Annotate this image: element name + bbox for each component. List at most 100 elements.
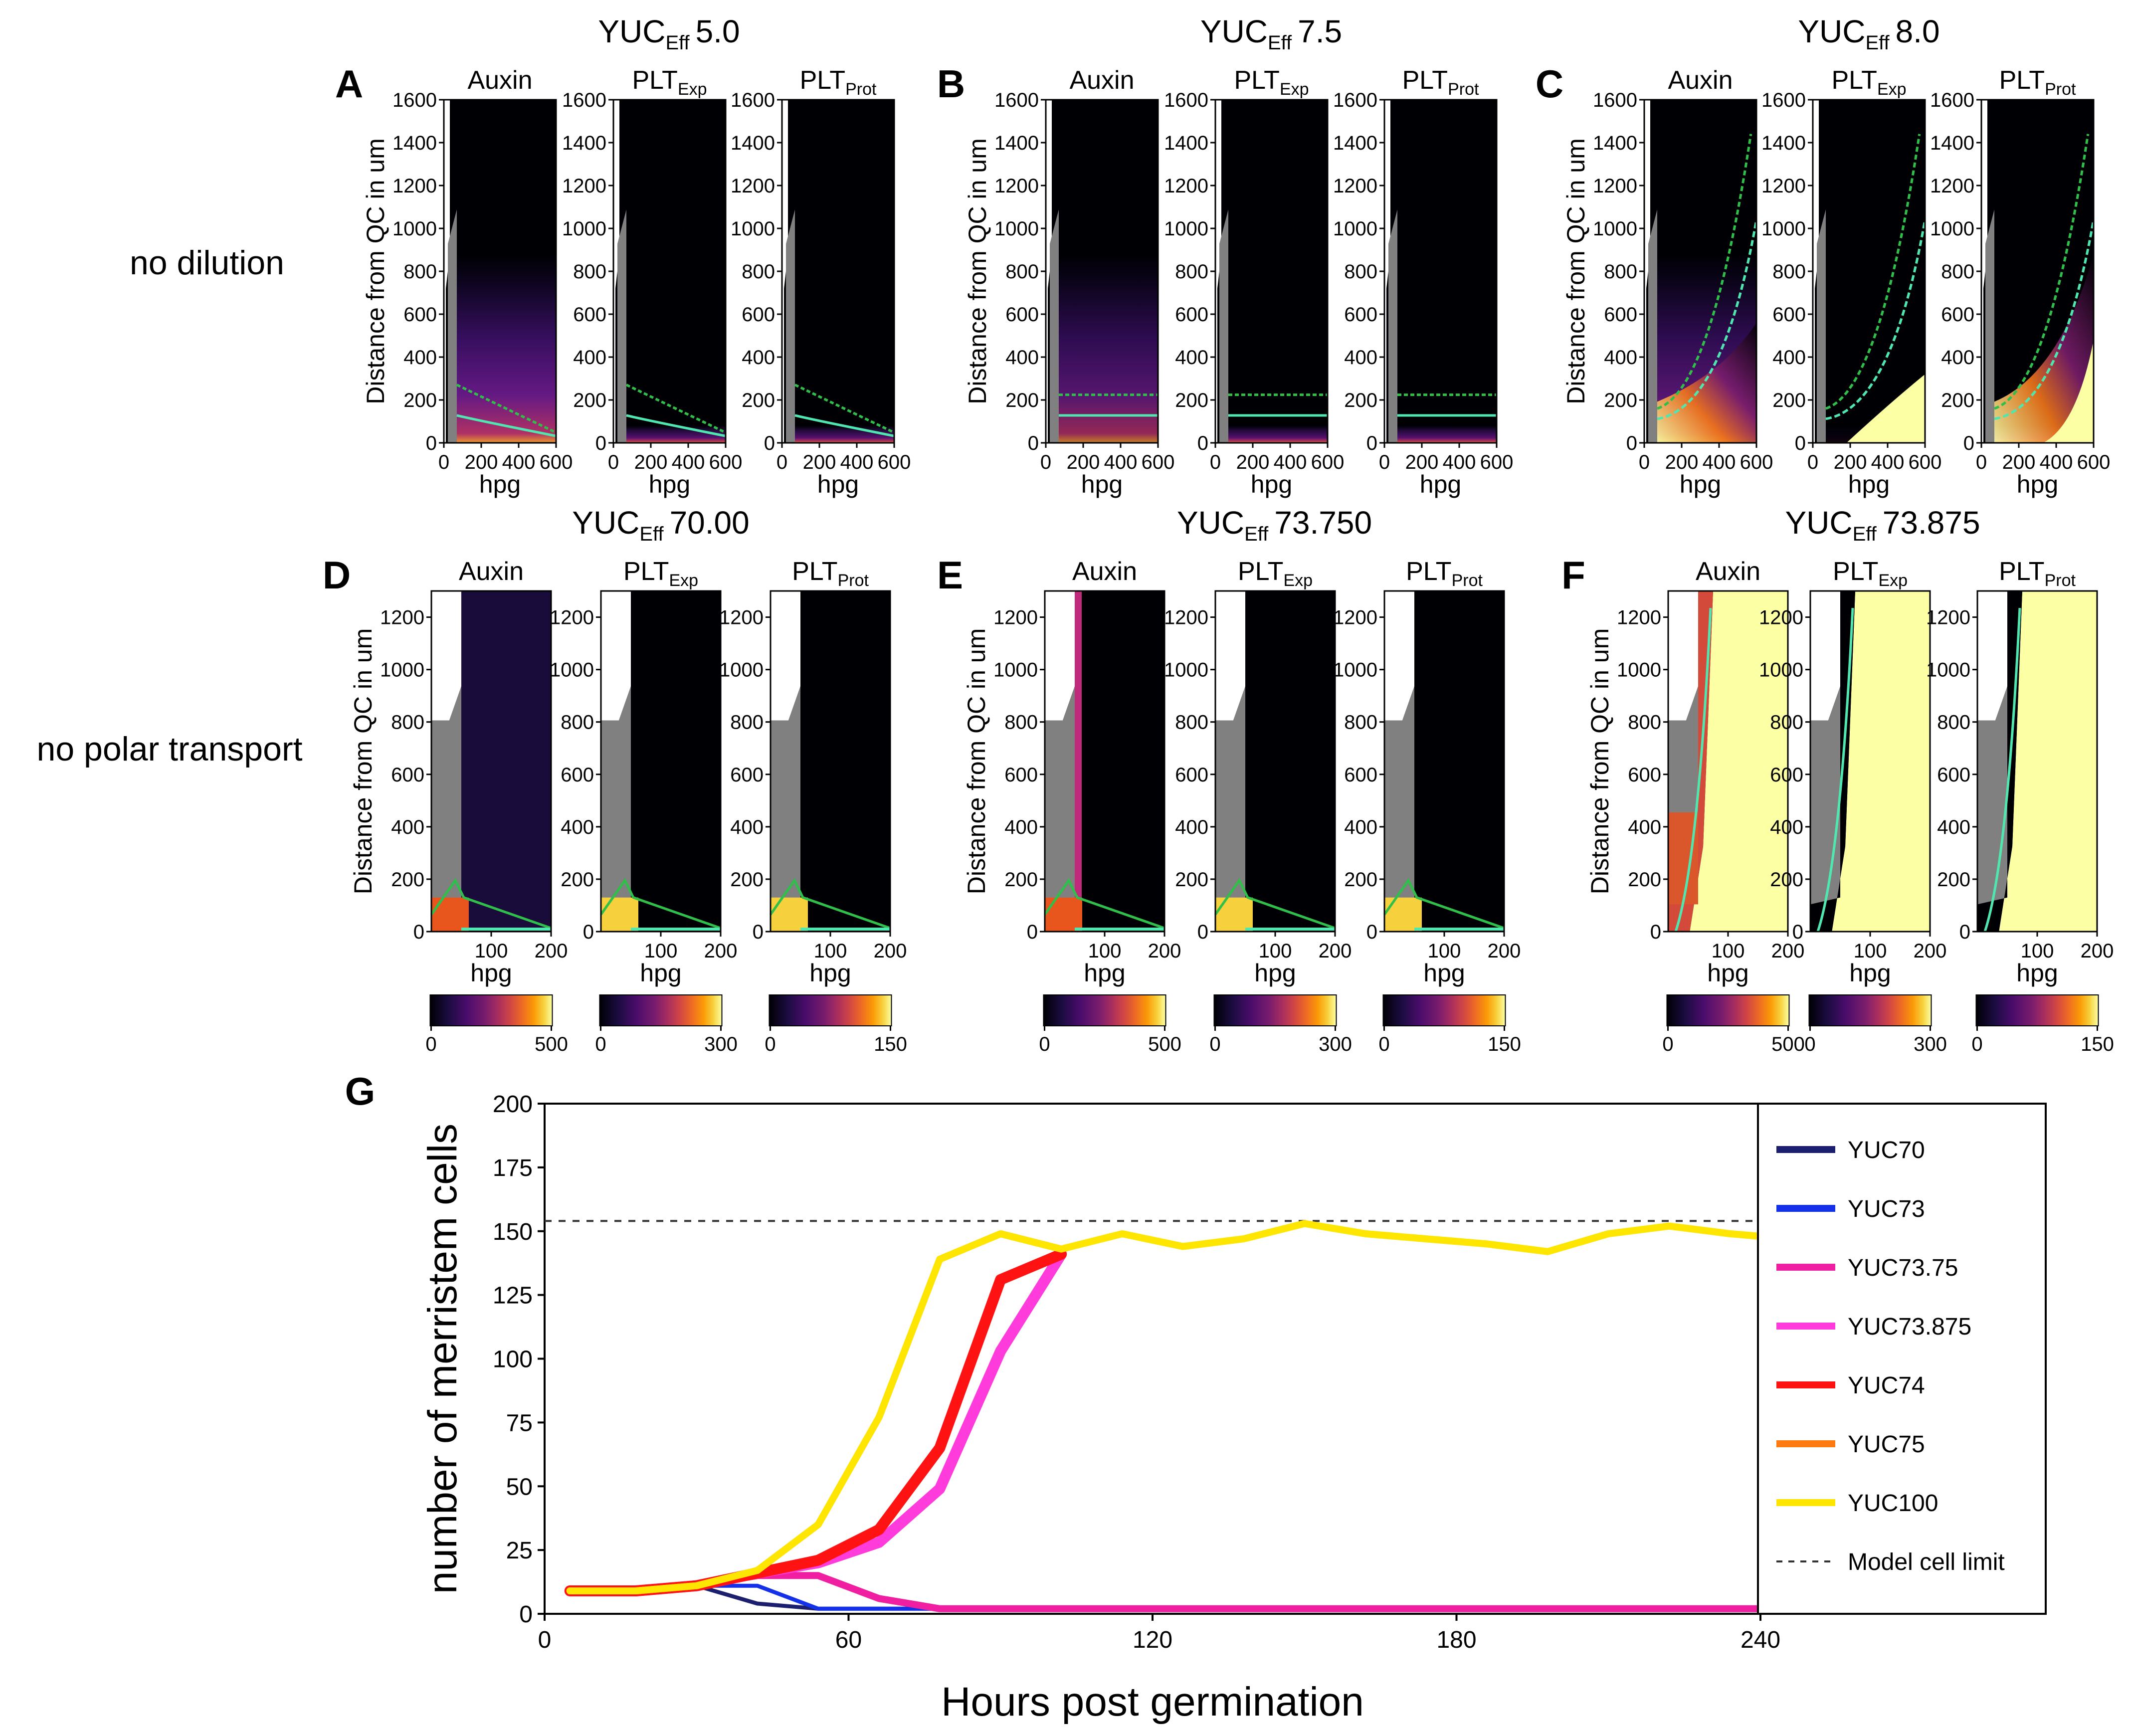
title-yuc: YUC [1798,13,1865,49]
title-value: 70.00 [670,505,750,541]
y-tick-label: 1600 [1164,89,1208,111]
colorbar-max-label: 500 [535,1033,568,1055]
gray-region [1384,686,1414,905]
saturated-zone [1832,591,1930,932]
subpanel-auxin: Auxin 0 200 400 600 800 1000 1200 100 200 hpg 0 500 [993,557,1181,1055]
y-tick-label: 800 [1175,261,1208,283]
y-tick-label: 200 [1941,389,1974,411]
y-tick-label: 50 [506,1474,533,1500]
y-tick-label: 1000 [1617,659,1661,681]
y-tick-label: 400 [1175,347,1208,369]
y-tick-label: 600 [1937,764,1970,786]
empty-region [1384,591,1414,721]
subtitle-subscript: Exp [1280,80,1309,99]
x-tick-label: 400 [1703,451,1736,473]
x-tick-label: 600 [540,451,573,473]
gray-region [1219,209,1228,443]
x-tick-label: 100 [814,940,847,962]
legend-frame [1757,1103,2047,1615]
subpanel-prot: PLTProt 0 200 400 600 800 1000 1200 100 200 hpg 0 15… [1926,557,2114,1055]
y-tick-label: 75 [506,1410,533,1436]
y-tick-label: 0 [1027,921,1038,943]
subtitle-plt: PLT [623,557,669,586]
y-tick-label: 1000 [380,659,424,681]
y-tick-label: 400 [1604,347,1637,369]
y-tick-label: 200 [1175,389,1208,411]
subtitle-subscript: Prot [1452,571,1483,590]
x-tick-label: 100 [1259,940,1292,962]
x-tick-label: 600 [1311,451,1345,473]
subpanel-title-plt: PLTExp [623,557,698,590]
x-tick-label: 200 [803,451,836,473]
hot-spot [431,897,469,932]
x-axis-label: Hours post germination [941,1679,1364,1725]
series-line-yuc75 [566,1230,1065,1594]
y-tick-label: 1600 [1333,89,1377,111]
y-tick-label: 1000 [1333,218,1377,240]
x-axis-label: hpg [479,470,521,498]
y-tick-label: 1200 [1333,607,1377,629]
title-yuc: YUC [598,13,665,49]
y-tick-label: 1400 [994,132,1039,154]
hot-spot [1045,897,1082,932]
subtitle-plt: PLT [792,557,838,586]
y-tick-label: 1200 [392,175,437,197]
y-tick-label: 1600 [1593,89,1637,111]
legend-label: YUC73 [1848,1196,1925,1222]
contour-outer [1214,878,1336,930]
title-eff-subscript: Eff [1865,32,1890,54]
gray-region [1648,209,1657,443]
y-tick-label: 1200 [719,607,764,629]
panel-letter: B [937,62,965,106]
y-tick-label: 0 [764,432,775,454]
y-tick-label: 1000 [719,659,764,681]
y-tick-label: 0 [1028,432,1039,454]
x-tick-label: 400 [1274,451,1307,473]
y-tick-label: 800 [561,712,594,734]
gray-region [617,209,626,443]
gray-region [1050,209,1059,443]
y-tick-label: 100 [493,1347,533,1373]
subpanel-exp: PLTExp 0 200 400 600 800 1000 1200 100 200 hpg 0 300 [550,557,738,1055]
y-tick-label: 200 [1937,869,1970,891]
y-tick-label: 1000 [1593,218,1637,240]
panel-title: YUCEff 73.750 [1177,505,1372,545]
y-tick-label: 800 [730,712,764,734]
empty-region [1045,591,1075,721]
y-tick-label: 200 [403,389,437,411]
y-tick-label: 1000 [1761,218,1806,240]
subpanel-title-plt: PLTExp [1833,557,1908,590]
y-tick-label: 200 [561,869,594,891]
y-tick-label: 0 [1650,921,1661,943]
y-tick-label: 200 [1772,389,1806,411]
colorbar-max-label: 150 [874,1033,907,1055]
x-tick-label: 100 [2021,940,2054,962]
y-tick-label: 1600 [562,89,606,111]
x-tick-label: 600 [1909,451,1942,473]
x-tick-label: 200 [1148,940,1181,962]
y-tick-label: 400 [1004,816,1038,838]
subpanel-title-plt: PLTProt [1406,557,1483,590]
series-line-yuc100 [566,1220,1764,1594]
y-tick-label: 1200 [562,175,606,197]
y-tick-label: 400 [1175,816,1208,838]
y-tick-label: 200 [1344,869,1377,891]
y-tick-label: 1000 [1926,659,1970,681]
y-tick-label: 1400 [731,132,775,154]
subpanel-title-plt: PLTProt [792,557,869,590]
y-tick-label: 600 [403,304,437,326]
y-tick-label: 1000 [993,659,1038,681]
body-region [1075,591,1164,932]
contour-inner [1825,219,1927,420]
subpanel-title-auxin: Auxin [1696,557,1760,586]
heatmap-background [1215,100,1328,443]
title-eff-subscript: Eff [1244,523,1269,545]
plot-frame [544,1103,1761,1615]
y-tick-label: 0 [413,921,424,943]
x-tick-label: 0 [1639,451,1650,473]
legend-label: Model cell limit [1848,1549,2005,1575]
x-tick-label: 100 [1854,940,1887,962]
panel-group-b: YUCEff 7.5 B Distance from QC in um Auxin 0 20… [937,13,1514,498]
subtitle-subscript: Exp [1877,80,1907,99]
